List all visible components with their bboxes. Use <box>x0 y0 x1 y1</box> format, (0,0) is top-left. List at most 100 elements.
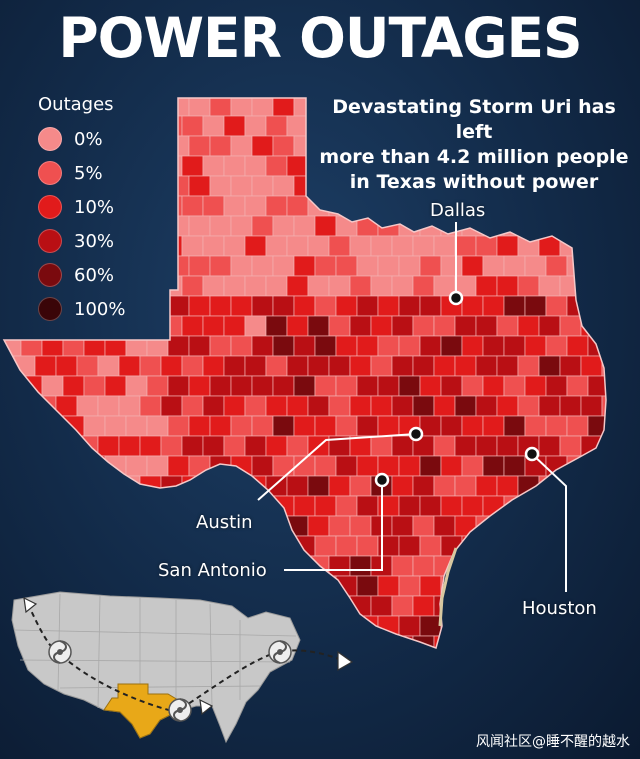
county-cell <box>188 255 211 277</box>
county-cell <box>545 375 568 397</box>
legend-swatch <box>38 263 62 287</box>
county-cell <box>609 176 630 196</box>
county-cell <box>34 515 57 537</box>
county-cell <box>349 195 372 217</box>
county-cell <box>503 175 526 197</box>
county-cell <box>4 375 22 397</box>
county-cell <box>398 575 421 597</box>
county-cell <box>223 315 246 337</box>
city-label-austin: Austin <box>196 512 253 533</box>
county-cell <box>609 336 630 356</box>
county-cell <box>160 195 183 217</box>
county-cell <box>244 435 267 457</box>
county-cell <box>286 235 309 257</box>
county-cell <box>517 115 540 137</box>
county-cell <box>349 595 372 617</box>
county-cell <box>503 255 526 277</box>
county-cell <box>146 415 169 437</box>
county-cell <box>462 656 483 676</box>
county-cell <box>41 415 64 437</box>
county-cell <box>461 255 484 277</box>
county-cell <box>580 515 603 537</box>
county-cell <box>566 535 589 557</box>
county-cell <box>545 495 568 517</box>
county-cell <box>566 415 589 437</box>
austin-marker <box>408 426 424 442</box>
county-cell <box>4 195 15 217</box>
county-cell <box>580 355 603 377</box>
county-cell <box>370 595 393 617</box>
county-cell <box>609 576 630 596</box>
county-cell <box>356 98 379 117</box>
county-cell <box>118 355 141 377</box>
county-cell <box>454 595 477 617</box>
austin-leader <box>257 433 417 501</box>
county-cell <box>335 175 358 197</box>
county-cell <box>349 395 372 417</box>
houston-marker <box>524 446 540 462</box>
county-cell <box>125 335 148 357</box>
county-cell <box>20 455 43 477</box>
county-cell <box>496 515 519 537</box>
county-cell <box>391 555 414 577</box>
county-cell <box>609 136 630 156</box>
county-cell <box>496 155 519 177</box>
county-cell <box>328 555 351 577</box>
county-cell <box>496 475 519 497</box>
county-cell <box>4 475 15 497</box>
county-cell <box>251 495 274 517</box>
county-cell <box>378 656 399 676</box>
county-cell <box>580 635 603 648</box>
county-cell <box>601 515 606 537</box>
county-cell <box>433 515 456 537</box>
county-cell <box>419 98 442 117</box>
county-cell <box>4 595 15 617</box>
county-cell <box>272 455 295 477</box>
county-cell <box>391 475 414 497</box>
county-cell <box>314 615 337 637</box>
county-cell <box>202 355 225 377</box>
county-cell <box>419 535 442 557</box>
county-cell <box>517 355 540 377</box>
county-cell <box>307 635 330 648</box>
county-cell <box>251 135 274 157</box>
county-cell <box>440 175 463 197</box>
county-cell <box>503 615 526 637</box>
county-cell <box>286 315 309 337</box>
county-cell <box>188 375 211 397</box>
county-cell <box>293 215 316 237</box>
county-cell <box>4 315 15 337</box>
county-cell <box>104 335 127 357</box>
county-cell <box>503 535 526 557</box>
county-cell <box>13 475 36 497</box>
county-cell <box>13 235 36 257</box>
county-cell <box>461 98 484 117</box>
county-cell <box>349 235 372 257</box>
county-cell <box>601 155 606 177</box>
county-cell <box>4 255 22 277</box>
county-cell <box>209 335 232 357</box>
county-cell <box>587 615 606 637</box>
county-cell <box>4 495 22 517</box>
county-cell <box>13 115 36 137</box>
county-cell <box>76 435 99 457</box>
county-cell <box>475 635 498 648</box>
county-cell <box>244 275 267 297</box>
county-cell <box>181 235 204 257</box>
county-cell <box>517 275 540 297</box>
county-cell <box>524 415 547 437</box>
county-cell <box>188 215 211 237</box>
county-cell <box>307 555 330 577</box>
county-cell <box>588 656 609 676</box>
county-cell <box>433 355 456 377</box>
county-cell <box>398 175 421 197</box>
county-cell <box>181 195 204 217</box>
county-cell <box>601 315 606 337</box>
county-cell <box>286 435 309 457</box>
county-cell <box>349 635 372 648</box>
county-cell <box>307 475 330 497</box>
county-cell <box>398 135 421 157</box>
county-cell <box>41 455 64 477</box>
county-cell <box>146 495 169 517</box>
county-cell <box>223 195 246 217</box>
